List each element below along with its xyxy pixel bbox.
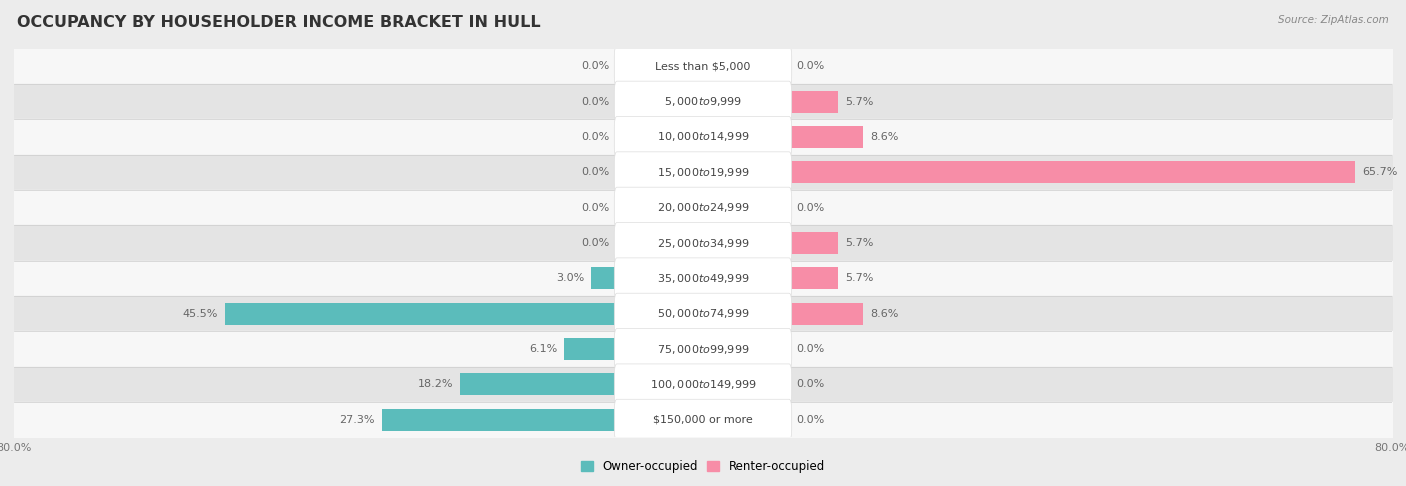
FancyBboxPatch shape xyxy=(614,81,792,122)
Text: $20,000 to $24,999: $20,000 to $24,999 xyxy=(657,201,749,214)
Bar xyxy=(789,303,863,325)
Bar xyxy=(225,303,617,325)
Legend: Owner-occupied, Renter-occupied: Owner-occupied, Renter-occupied xyxy=(576,456,830,478)
Text: $5,000 to $9,999: $5,000 to $9,999 xyxy=(664,95,742,108)
Text: 6.1%: 6.1% xyxy=(529,344,557,354)
Text: 5.7%: 5.7% xyxy=(845,273,873,283)
Text: 0.0%: 0.0% xyxy=(796,344,824,354)
Text: $50,000 to $74,999: $50,000 to $74,999 xyxy=(657,307,749,320)
Text: 5.7%: 5.7% xyxy=(845,97,873,106)
Text: 45.5%: 45.5% xyxy=(183,309,218,319)
Text: $10,000 to $14,999: $10,000 to $14,999 xyxy=(657,130,749,143)
Text: 27.3%: 27.3% xyxy=(339,415,375,425)
Bar xyxy=(591,267,617,289)
Bar xyxy=(789,91,838,113)
Text: 0.0%: 0.0% xyxy=(582,167,610,177)
FancyBboxPatch shape xyxy=(614,152,792,193)
Text: 8.6%: 8.6% xyxy=(870,132,898,142)
FancyBboxPatch shape xyxy=(614,399,792,440)
FancyBboxPatch shape xyxy=(614,223,792,263)
Text: Source: ZipAtlas.com: Source: ZipAtlas.com xyxy=(1278,15,1389,25)
FancyBboxPatch shape xyxy=(614,46,792,87)
Text: $100,000 to $149,999: $100,000 to $149,999 xyxy=(650,378,756,391)
FancyBboxPatch shape xyxy=(614,293,792,334)
Text: $35,000 to $49,999: $35,000 to $49,999 xyxy=(657,272,749,285)
Text: 0.0%: 0.0% xyxy=(796,61,824,71)
Text: $15,000 to $19,999: $15,000 to $19,999 xyxy=(657,166,749,179)
Text: 18.2%: 18.2% xyxy=(418,380,453,389)
Text: 0.0%: 0.0% xyxy=(796,203,824,213)
Text: 5.7%: 5.7% xyxy=(845,238,873,248)
Text: 0.0%: 0.0% xyxy=(582,203,610,213)
FancyBboxPatch shape xyxy=(614,258,792,299)
Text: 8.6%: 8.6% xyxy=(870,309,898,319)
Bar xyxy=(789,232,838,254)
Text: OCCUPANCY BY HOUSEHOLDER INCOME BRACKET IN HULL: OCCUPANCY BY HOUSEHOLDER INCOME BRACKET … xyxy=(17,15,540,30)
Text: Less than $5,000: Less than $5,000 xyxy=(655,61,751,71)
Text: 3.0%: 3.0% xyxy=(555,273,583,283)
Text: 0.0%: 0.0% xyxy=(582,61,610,71)
FancyBboxPatch shape xyxy=(614,187,792,228)
Bar xyxy=(564,338,617,360)
Text: $25,000 to $34,999: $25,000 to $34,999 xyxy=(657,237,749,249)
FancyBboxPatch shape xyxy=(614,117,792,157)
Text: $150,000 or more: $150,000 or more xyxy=(654,415,752,425)
FancyBboxPatch shape xyxy=(614,329,792,369)
Bar xyxy=(789,161,1355,183)
Text: 0.0%: 0.0% xyxy=(582,238,610,248)
Text: 0.0%: 0.0% xyxy=(582,132,610,142)
Text: $75,000 to $99,999: $75,000 to $99,999 xyxy=(657,343,749,356)
FancyBboxPatch shape xyxy=(614,364,792,405)
Bar xyxy=(382,409,617,431)
Bar xyxy=(789,267,838,289)
Text: 0.0%: 0.0% xyxy=(796,415,824,425)
Bar xyxy=(789,126,863,148)
Text: 0.0%: 0.0% xyxy=(796,380,824,389)
Text: 65.7%: 65.7% xyxy=(1362,167,1398,177)
Bar xyxy=(460,373,617,395)
Text: 0.0%: 0.0% xyxy=(582,97,610,106)
